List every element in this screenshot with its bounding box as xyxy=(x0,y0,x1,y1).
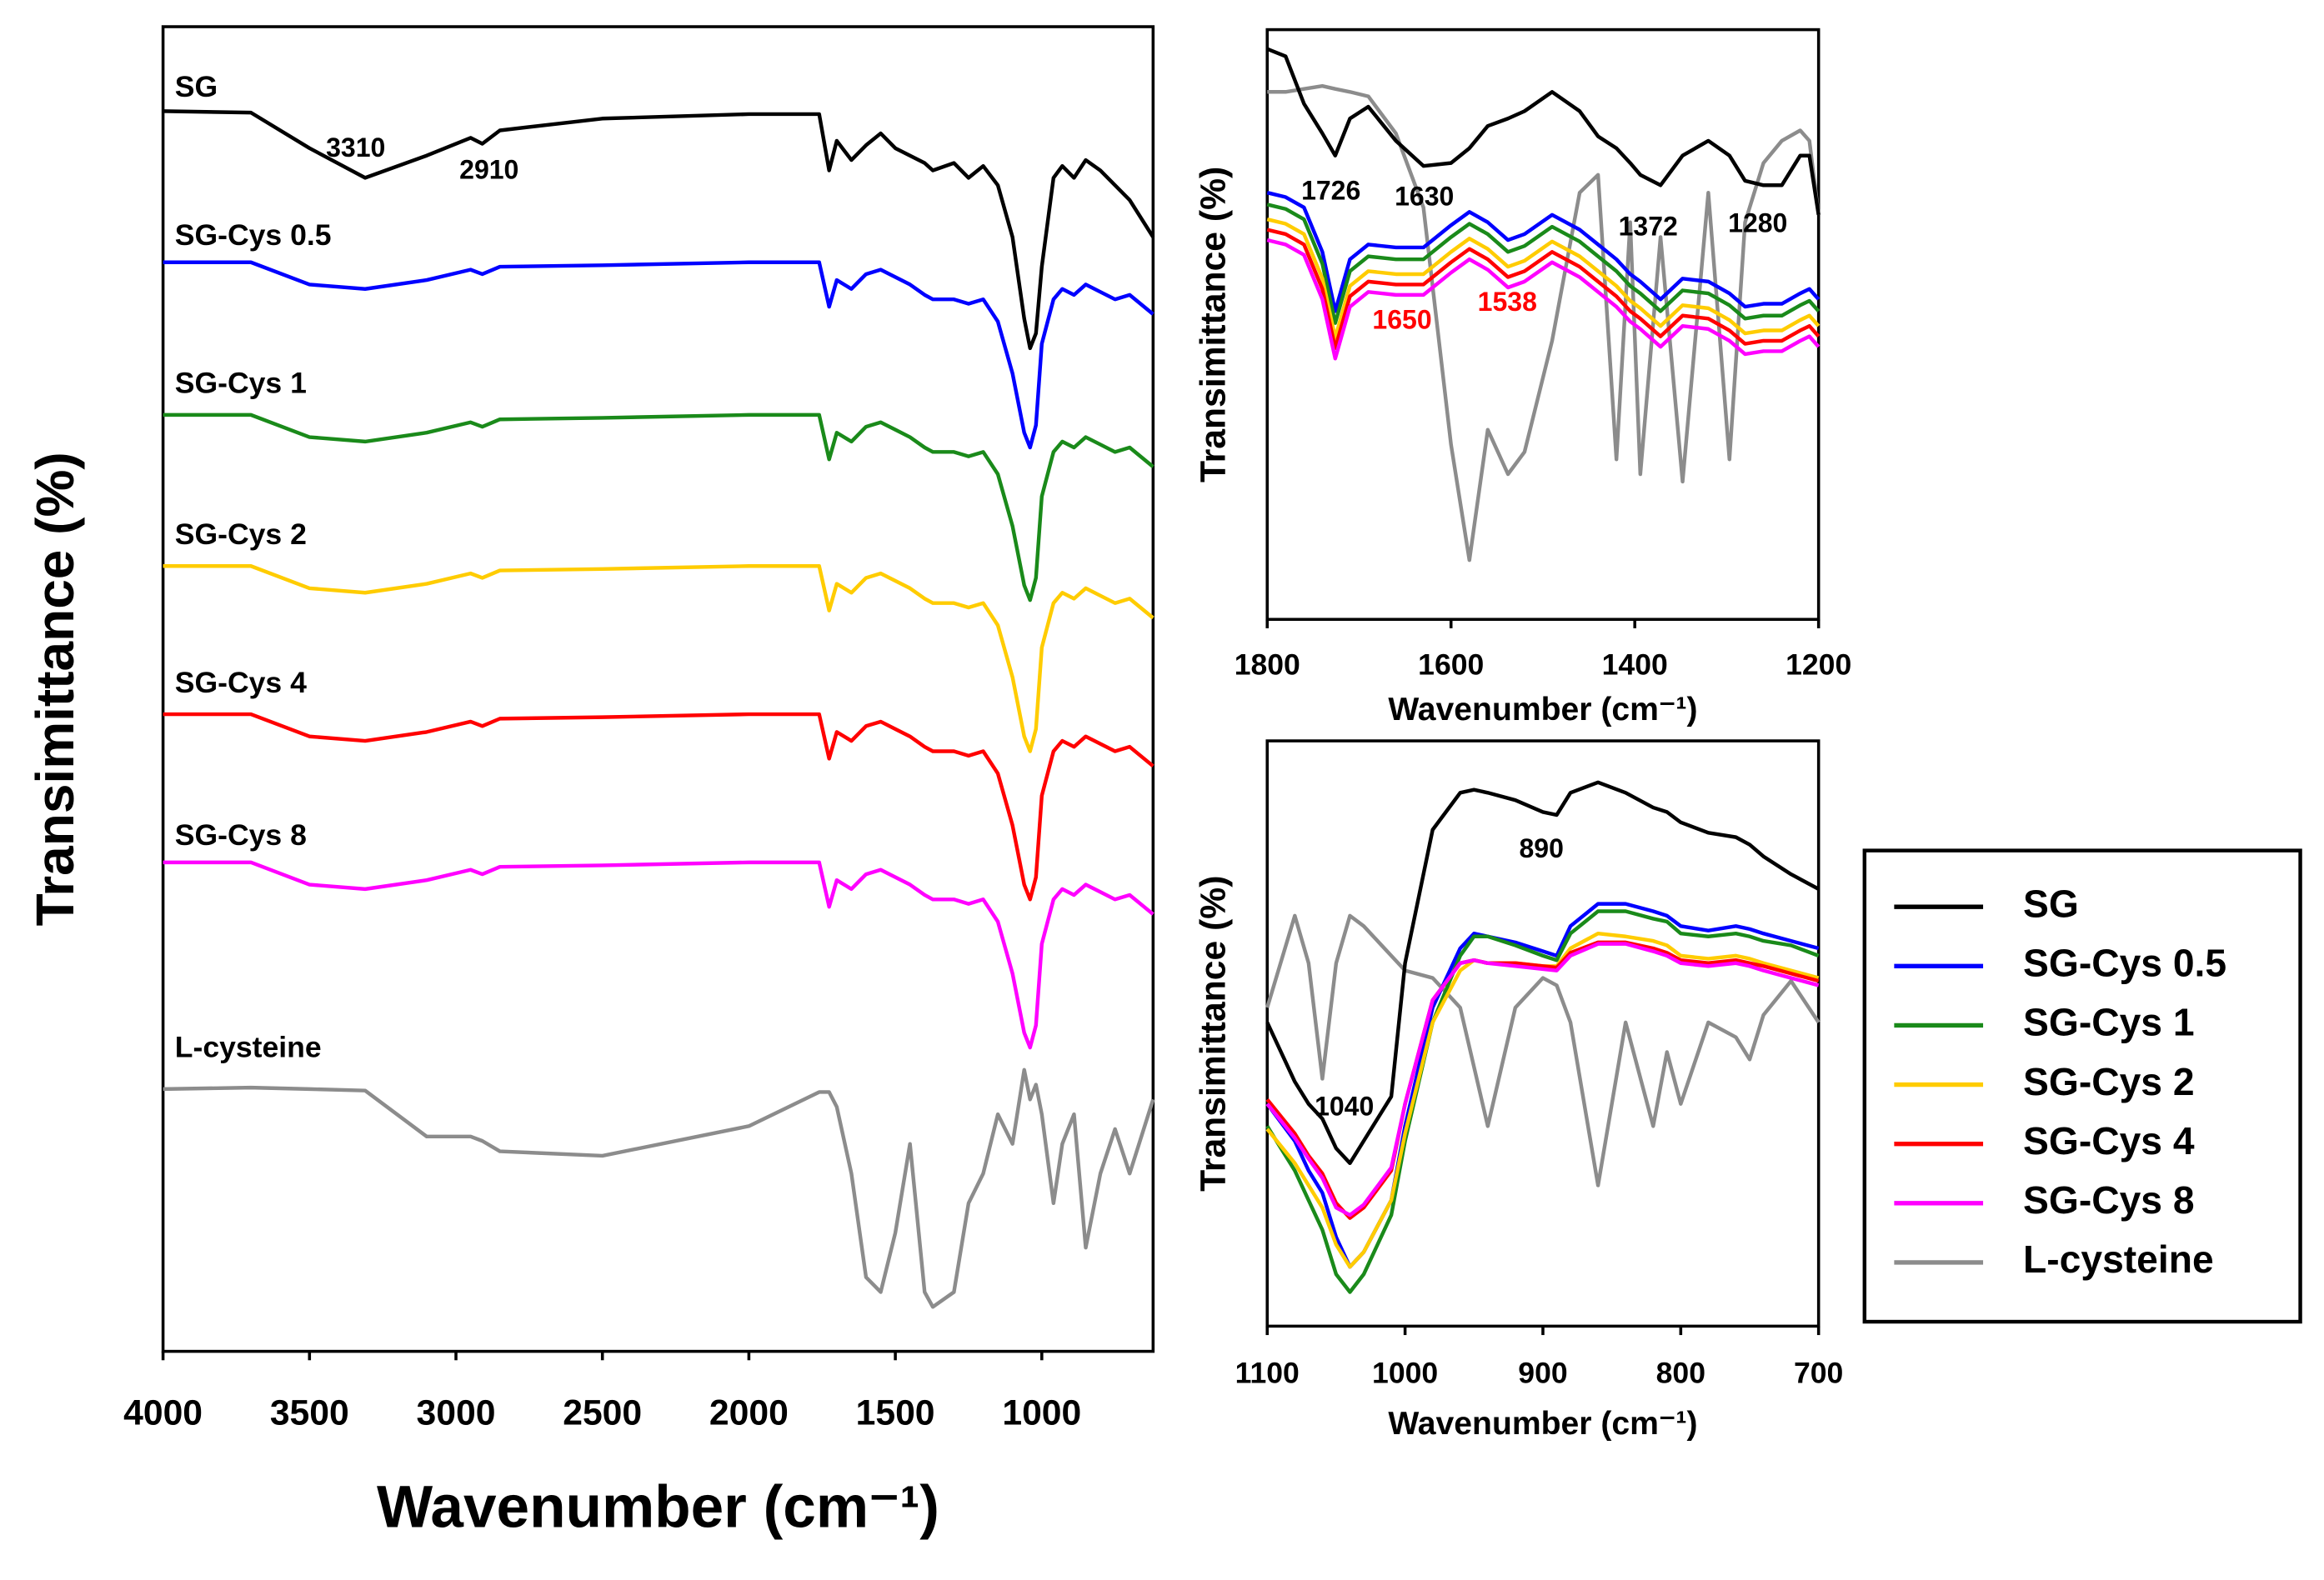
legend-label: SG-Cys 8 xyxy=(2023,1178,2195,1222)
spectrum-line xyxy=(1265,902,1820,1269)
x-tick-label: 800 xyxy=(1656,1356,1705,1389)
spectrum-line xyxy=(1266,47,1821,216)
spectrum-line xyxy=(163,109,1155,351)
x-tick-label: 1100 xyxy=(1235,1356,1300,1389)
legend-label: SG xyxy=(2023,882,2079,925)
spectrum-line xyxy=(1267,83,1821,562)
series-label: SG-Cys 8 xyxy=(175,818,307,852)
spectrum-line xyxy=(1266,228,1821,351)
x-tick-label: 1500 xyxy=(856,1392,935,1432)
spectrum-line xyxy=(1265,909,1820,1294)
series-label: SG xyxy=(175,70,218,103)
x-tick-label: 1200 xyxy=(1786,648,1851,682)
x-axis-label: Wavenumber (cm⁻¹) xyxy=(377,1474,939,1540)
spectrum-line xyxy=(163,712,1154,902)
spectrum-line xyxy=(1265,940,1820,1220)
x-tick-label: 4000 xyxy=(123,1392,203,1432)
plot-frame xyxy=(161,25,1155,1353)
peak-annotation: 1372 xyxy=(1619,211,1678,241)
y-axis-label: Transimittance (%) xyxy=(1193,876,1233,1192)
legend-label: SG-Cys 0.5 xyxy=(2023,942,2226,985)
x-tick-label: 3500 xyxy=(270,1392,349,1432)
spectrum-line xyxy=(163,564,1154,753)
x-tick-label: 900 xyxy=(1518,1356,1567,1389)
x-tick-label: 700 xyxy=(1794,1356,1843,1389)
spectrum-line xyxy=(163,1068,1155,1309)
plot-frame xyxy=(1265,739,1821,1328)
peak-annotation: 1280 xyxy=(1728,208,1787,238)
x-tick-label: 2500 xyxy=(563,1392,642,1432)
spectrum-line xyxy=(1266,191,1821,313)
series-label: L-cysteine xyxy=(175,1030,322,1063)
series-label: SG-Cys 0.5 xyxy=(175,218,332,252)
x-axis-label: Wavenumber (cm⁻¹) xyxy=(1388,692,1697,728)
peak-annotation: 1630 xyxy=(1395,182,1454,212)
series-label: SG-Cys 2 xyxy=(175,518,307,551)
x-tick-label: 1400 xyxy=(1602,648,1668,682)
spectrum-line xyxy=(163,260,1154,450)
legend-label: SG-Cys 4 xyxy=(2023,1119,2195,1162)
legend-label: SG-Cys 1 xyxy=(2023,1001,2195,1044)
peak-annotation: 1040 xyxy=(1315,1091,1374,1121)
peak-annotation: 1538 xyxy=(1478,287,1537,317)
series-label: SG-Cys 4 xyxy=(175,666,307,699)
x-tick-label: 1600 xyxy=(1418,648,1484,682)
x-tick-label: 2000 xyxy=(709,1392,789,1432)
x-tick-label: 1000 xyxy=(1002,1392,1081,1432)
spectrum-line xyxy=(163,412,1154,602)
spectrum-line xyxy=(1265,780,1820,1166)
spectrum-line xyxy=(1266,238,1821,361)
spectrum-line xyxy=(1265,913,1821,1188)
legend-label: SG-Cys 2 xyxy=(2023,1060,2195,1103)
spectrum-line xyxy=(1265,942,1820,1218)
peak-annotation: 1650 xyxy=(1372,304,1431,334)
legend-label: L-cysteine xyxy=(2023,1238,2214,1281)
peak-annotation: 1726 xyxy=(1301,176,1360,206)
x-tick-label: 3000 xyxy=(417,1392,496,1432)
x-tick-label: 1800 xyxy=(1235,648,1300,682)
x-tick-label: 1000 xyxy=(1372,1356,1438,1389)
series-label: SG-Cys 1 xyxy=(175,367,307,400)
peak-annotation: 3310 xyxy=(326,132,385,162)
y-axis-label: Transimittance (%) xyxy=(25,452,85,926)
spectrum-line xyxy=(163,860,1154,1050)
x-axis-label: Wavenumber (cm⁻¹) xyxy=(1388,1406,1697,1442)
peak-annotation: 890 xyxy=(1519,833,1563,863)
spectrum-line xyxy=(1266,202,1821,325)
spectrum-line xyxy=(1266,218,1821,340)
peak-annotation: 2910 xyxy=(459,155,518,185)
y-axis-label: Transimittance (%) xyxy=(1193,167,1233,482)
